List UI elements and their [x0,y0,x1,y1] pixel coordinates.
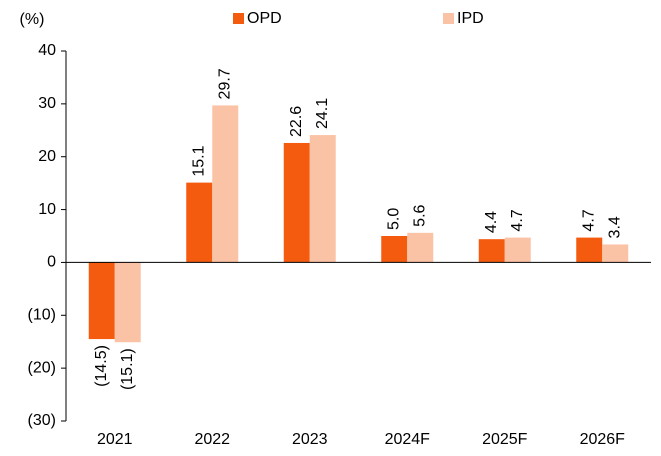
bar [478,239,505,263]
value-label: 5.0 [385,208,402,230]
y-tick-label: 10 [38,201,56,218]
legend-swatch [233,13,244,24]
bar [309,135,336,263]
value-label: 4.4 [483,211,500,233]
value-label: 4.7 [509,209,526,231]
y-tick-label: (30) [28,412,56,429]
x-tick-label: 2022 [194,431,230,448]
y-tick-label: (20) [28,359,56,376]
bar [381,236,408,263]
value-label: 5.6 [411,204,428,226]
bar [186,182,213,263]
legend-label: IPD [457,10,484,27]
value-label: 22.6 [288,106,305,137]
bar [504,237,531,263]
y-tick-label: 40 [38,42,56,59]
x-tick-label: 2021 [97,431,133,448]
bar [283,142,310,263]
legend-label: OPD [247,10,282,27]
y-tick-label: (10) [28,307,56,324]
y-tick-label: 30 [38,95,56,112]
bar [114,262,141,343]
value-label: 24.1 [314,98,331,129]
legend-swatch [443,13,454,24]
value-label: (15.1) [119,348,136,390]
x-tick-label: 2024F [385,431,431,448]
bar [576,237,603,263]
x-tick-label: 2026F [580,431,626,448]
value-label: 15.1 [190,145,207,176]
y-tick-label: 20 [38,148,56,165]
bar [88,262,115,340]
bar [212,105,239,263]
value-label: 29.7 [216,68,233,99]
bar [602,244,629,263]
y-axis-label: (%) [20,11,45,28]
y-tick-label: 0 [47,254,56,271]
bar [407,232,434,263]
value-label: (14.5) [93,345,110,387]
x-tick-label: 2025F [482,431,528,448]
value-label: 3.4 [606,216,623,238]
value-label: 4.7 [580,209,597,231]
x-tick-label: 2023 [292,431,328,448]
